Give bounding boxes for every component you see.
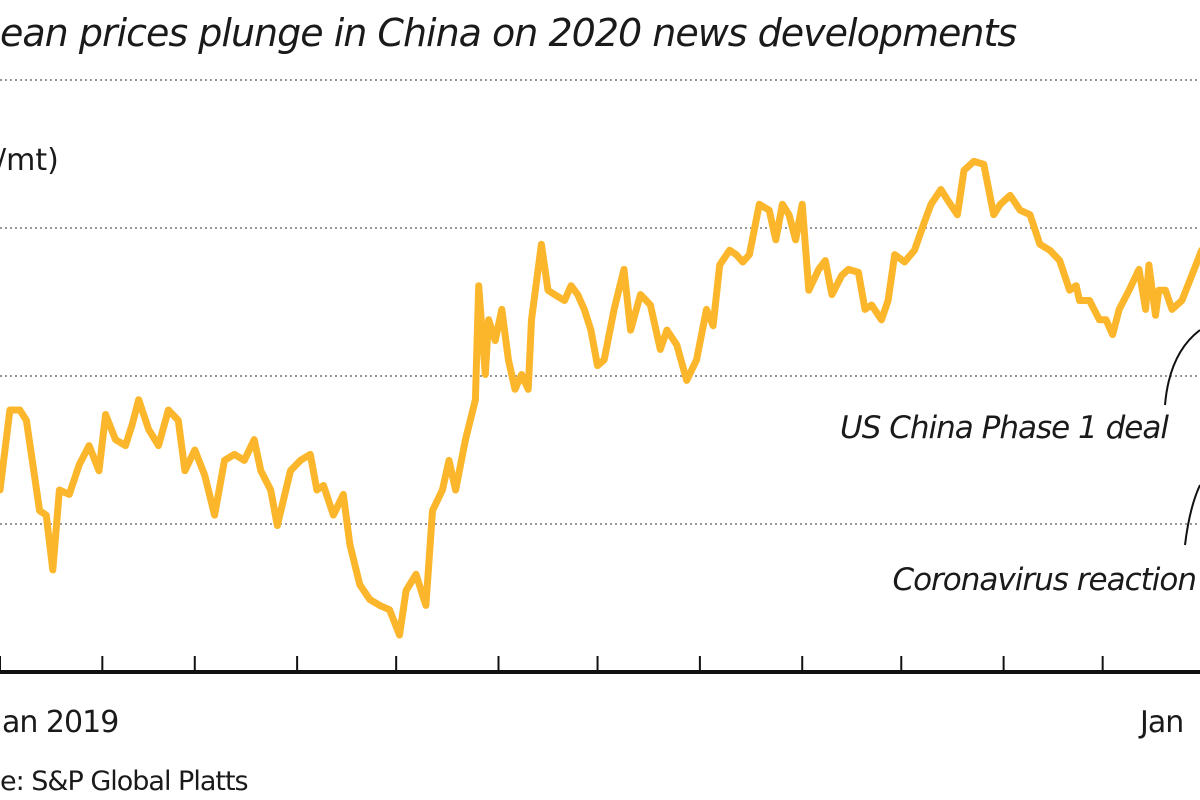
annotation-phase1-deal: US China Phase 1 deal [840, 410, 1169, 446]
annotation-leader-coronavirus [1184, 484, 1200, 546]
x-tick-label-jan-2019: an 2019 [2, 705, 118, 740]
annotation-coronavirus-reaction: Coronavirus reaction [892, 562, 1196, 598]
y-axis-unit-label: /mt) [0, 143, 59, 178]
series-line [0, 157, 1200, 639]
x-tick-label-jan-2020: Jan [1138, 705, 1183, 740]
gridlines [0, 79, 1200, 525]
chart-title: ean prices plunge in China on 2020 news … [0, 11, 1016, 55]
x-axis-ticks [0, 656, 1104, 672]
source-note: e: S&P Global Platts [0, 766, 248, 797]
annotation-leader-phase1 [1164, 329, 1200, 406]
